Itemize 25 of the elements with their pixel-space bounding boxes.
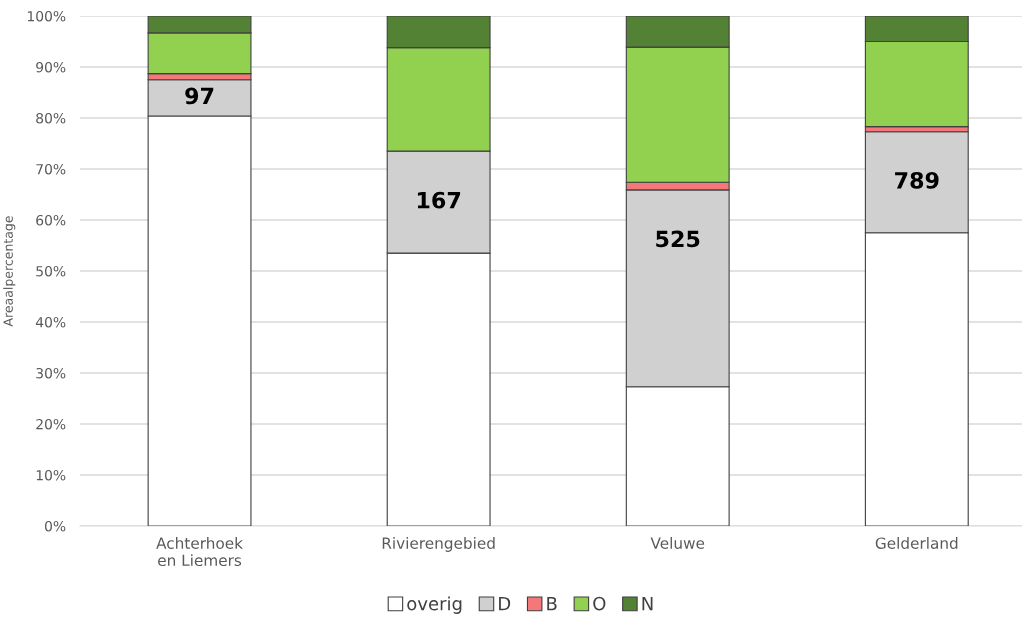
y-tick-label: 30% <box>36 367 66 379</box>
y-tick-label: 80% <box>36 112 66 124</box>
legend-label: B <box>547 596 557 611</box>
y-tick-label: 0% <box>44 520 66 532</box>
y-tick-label: 20% <box>36 418 66 430</box>
y-tick-label: 50% <box>36 265 66 277</box>
legend-label: N <box>642 596 653 611</box>
annotation: 97 <box>185 87 214 105</box>
y-tick-label: 100% <box>27 10 66 22</box>
x-tick-label: Achterhoek en Liemers <box>156 537 243 567</box>
y-tick-label: 90% <box>36 61 66 73</box>
y-tick-label: 40% <box>35 316 66 328</box>
y-tick-label: 60% <box>36 214 66 226</box>
y-tick-label: 70% <box>36 163 66 175</box>
legend-label: D <box>499 596 511 611</box>
legend-label: overig <box>407 596 462 614</box>
x-tick-label: Gelderland <box>875 537 958 549</box>
legend-label: O <box>593 596 606 611</box>
x-tick-label: Rivierengebied <box>382 537 495 552</box>
annotation: 789 <box>895 171 939 189</box>
y-tick-label: 10% <box>36 469 66 481</box>
y-axis-title: Areaalpercentage <box>3 216 16 327</box>
x-tick-label: Veluwe <box>650 537 705 549</box>
annotation: 167 <box>417 191 461 209</box>
annotation: 525 <box>656 230 700 248</box>
